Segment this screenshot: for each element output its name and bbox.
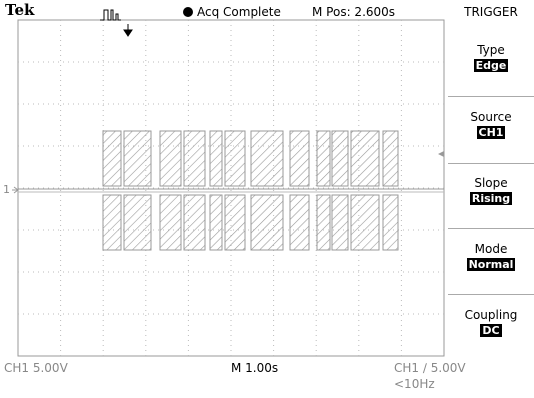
menu-value[interactable]: CH1 [477,126,506,139]
burst-lower [210,195,222,250]
trigger-icon [100,10,121,20]
menu-value[interactable]: Normal [467,258,516,271]
menu-value-box[interactable]: DC [448,324,534,338]
menu-label[interactable]: Coupling [448,308,534,322]
burst-upper [251,131,283,186]
menu-value-box[interactable]: Normal [448,258,534,272]
burst-lower [317,195,330,250]
burst-upper [124,131,151,186]
menu-label[interactable]: Type [448,43,534,57]
ch1-scale: CH1 5.00V [4,361,68,375]
menu-label[interactable]: Source [448,110,534,124]
channel-marker: 1 [3,183,10,197]
burst-upper [317,131,330,186]
burst-upper [351,131,379,186]
burst-upper [103,131,121,186]
burst-upper [210,131,222,186]
trigger-frequency: <10Hz [394,377,435,391]
burst-upper [290,131,309,186]
burst-upper [383,131,398,186]
burst-lower [251,195,283,250]
menu-label[interactable]: Mode [448,242,534,256]
menu-label[interactable]: Slope [448,176,534,190]
menu-value-box[interactable]: Edge [448,59,534,73]
burst-upper [160,131,181,186]
menu-value[interactable]: Rising [470,192,512,205]
trigger-setting: CH1 ∕ 5.00V [394,361,466,375]
burst-lower [290,195,309,250]
menu-value[interactable]: DC [480,324,501,337]
menu-value-box[interactable]: Rising [448,192,534,206]
burst-lower [160,195,181,250]
burst-lower [184,195,205,250]
brand: Tek [5,3,34,17]
burst-lower [225,195,245,250]
burst-upper [225,131,245,186]
menu-separator [448,96,534,97]
menu-value[interactable]: Edge [474,59,509,72]
burst-lower [383,195,398,250]
timebase: M 1.00s [231,361,278,375]
menu-separator [448,294,534,295]
menu-separator [448,228,534,229]
menu-value-box[interactable]: CH1 [448,126,534,140]
channel-ground-marker [12,187,18,193]
burst-lower [351,195,379,250]
burst-lower [332,195,348,250]
menu-separator [448,163,534,164]
burst-lower [103,195,121,250]
menu-title: TRIGGER [448,5,534,19]
acq-status-dot [183,7,193,17]
scope-screen: Tek Acq Complete M Pos: 2.600s TRIGGER 1… [0,0,534,398]
burst-lower [124,195,151,250]
m-pos: M Pos: 2.600s [312,5,395,19]
burst-upper [184,131,205,186]
burst-upper [332,131,348,186]
acq-status: Acq Complete [197,5,281,19]
